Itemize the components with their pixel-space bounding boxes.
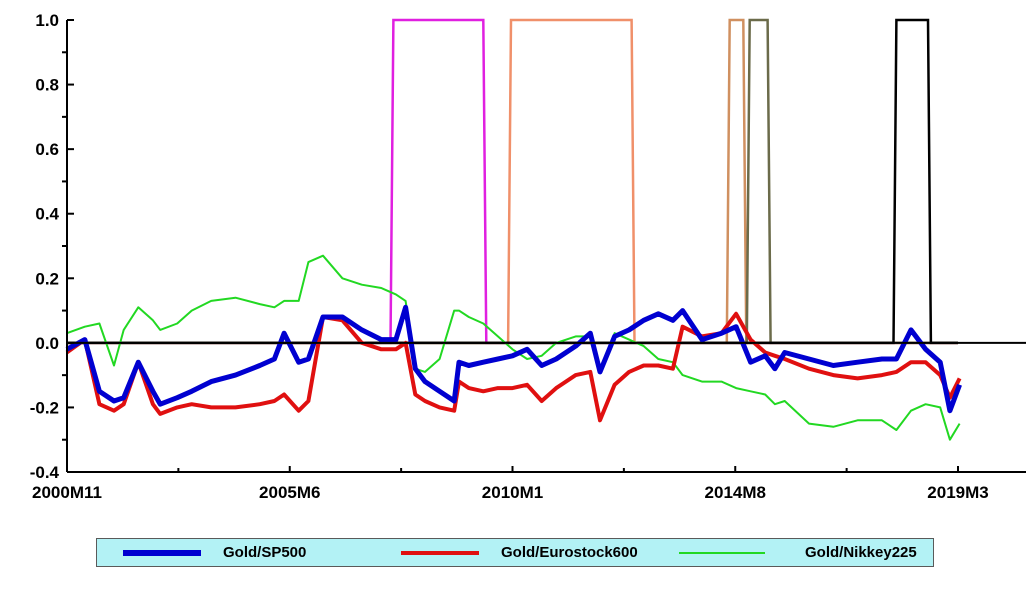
regime-indicator-line-3 — [67, 18, 958, 345]
legend-label-gold-nikkey225: Gold/Nikkey225 — [805, 544, 917, 561]
legend-label-gold-sp500: Gold/SP500 — [223, 544, 307, 561]
x-tick-label: 2005M6 — [259, 483, 320, 502]
axes — [62, 19, 1026, 473]
y-tick-label: 0.2 — [35, 269, 59, 288]
y-tick-label: -0.2 — [30, 398, 59, 417]
legend-item-gold-eurostock600: Gold/Eurostock600 — [401, 539, 638, 566]
x-tick-label: 2000M11 — [32, 483, 102, 502]
regime-indicators — [67, 18, 958, 345]
x-tick-label: 2019M3 — [927, 483, 988, 502]
legend-line-gold-nikkey225 — [679, 551, 765, 554]
legend-item-gold-sp500: Gold/SP500 — [123, 539, 306, 566]
regime-indicator-line-4 — [67, 18, 958, 345]
regime-indicator-line-1 — [67, 18, 958, 345]
y-tick-label: 0.6 — [35, 140, 59, 159]
y-tick-label: -0.4 — [30, 463, 60, 482]
series-line-gold-sp500 — [65, 304, 962, 414]
y-tick-label: 1.0 — [35, 11, 59, 30]
y-tick-label: 0.0 — [35, 334, 59, 353]
legend: Gold/SP500 Gold/Eurostock600 Gold/Nikkey… — [96, 538, 934, 567]
y-tick-label: 0.4 — [35, 205, 59, 224]
regime-indicator-line-5 — [67, 18, 958, 345]
x-tick-label: 2010M1 — [482, 483, 543, 502]
series-line-gold-eurostock600 — [65, 311, 962, 423]
series-line-gold-nikkey225 — [66, 254, 961, 441]
y-tick-label: 0.8 — [35, 76, 59, 95]
regime-indicator-line-2 — [67, 18, 958, 345]
x-tick-label: 2014M8 — [705, 483, 766, 502]
legend-label-gold-eurostock600: Gold/Eurostock600 — [501, 544, 638, 561]
legend-line-gold-sp500 — [123, 549, 201, 556]
legend-item-gold-nikkey225: Gold/Nikkey225 — [679, 539, 917, 566]
legend-line-gold-eurostock600 — [401, 550, 479, 555]
series-layer — [65, 254, 962, 441]
